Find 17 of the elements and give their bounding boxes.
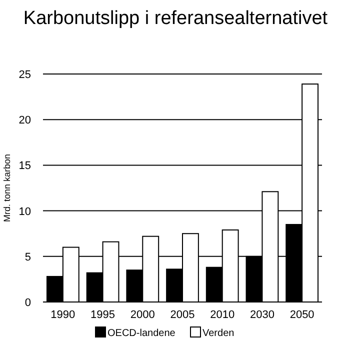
- x-tick-label: 2005: [170, 309, 195, 321]
- y-tick-label: 20: [18, 114, 31, 127]
- x-tick-label: 2050: [290, 309, 314, 321]
- y-tick-label: 0: [24, 297, 31, 309]
- x-tick-label: 2010: [210, 309, 235, 321]
- y-tick-label: 10: [18, 206, 31, 218]
- y-tick-label: 15: [18, 160, 31, 172]
- x-tick-label: 2030: [250, 309, 274, 321]
- x-tick-label: 1990: [50, 309, 76, 321]
- x-tick-label: 1995: [90, 309, 116, 321]
- y-axis-title: Mrd. tonn karbon: [2, 154, 12, 222]
- legend-label: Verden: [202, 328, 234, 339]
- y-tick-label: 5: [24, 251, 31, 264]
- y-tick-label: 25: [18, 69, 31, 81]
- x-tick-label: 2000: [130, 309, 155, 321]
- chart-title: Karbonutslipp i referansealternativet: [23, 8, 328, 29]
- legend-label: OECD-landene: [108, 328, 176, 339]
